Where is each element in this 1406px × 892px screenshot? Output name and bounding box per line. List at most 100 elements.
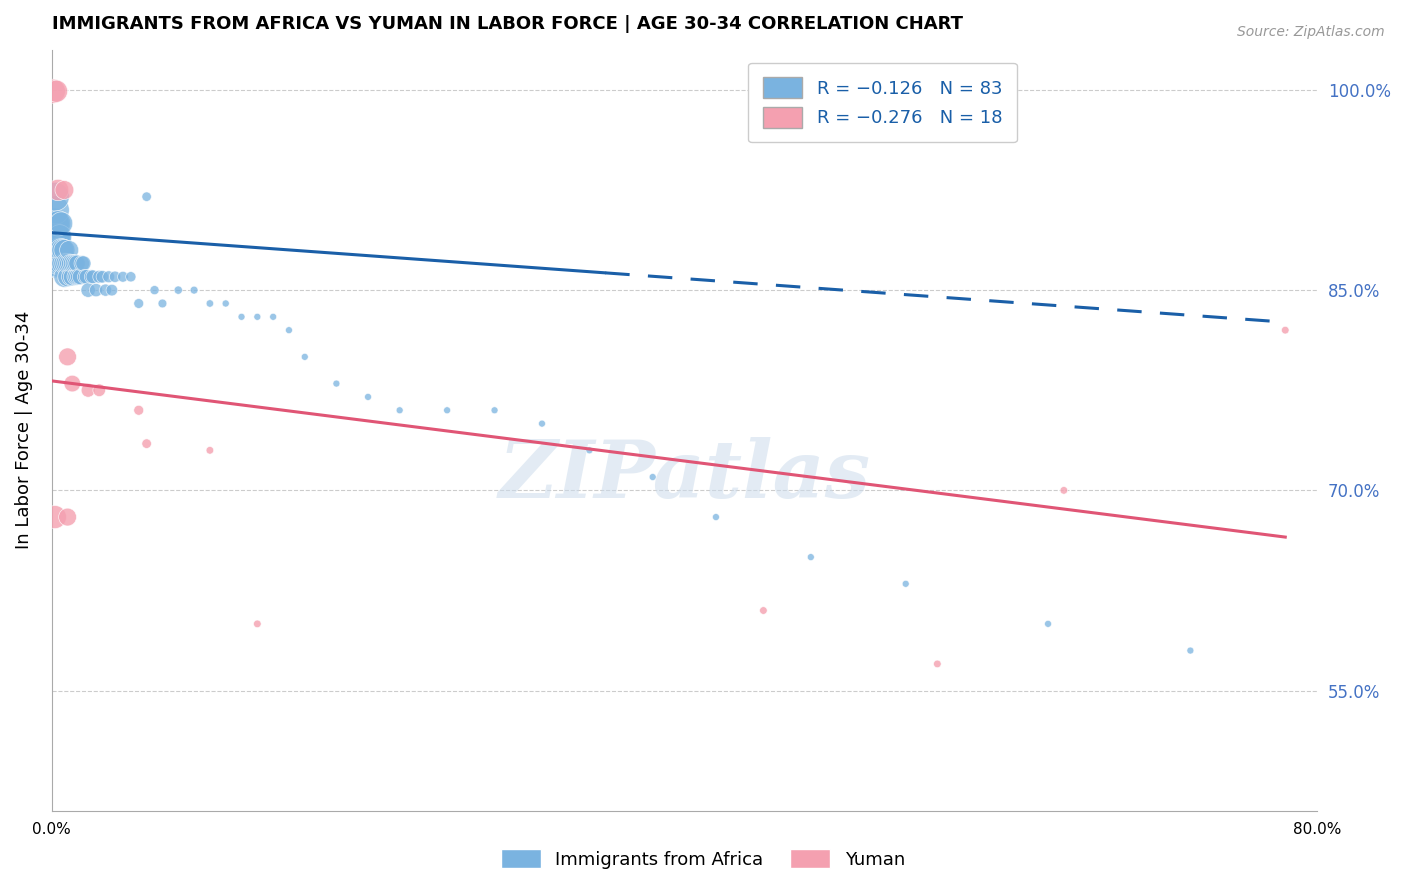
Point — [51, 216, 73, 230]
Point — [53, 256, 76, 270]
Point — [69, 269, 91, 284]
Point — [84, 283, 107, 297]
Point — [76, 269, 98, 284]
Point — [65, 269, 87, 284]
Point — [89, 269, 111, 284]
Point — [65, 256, 87, 270]
Point — [73, 269, 96, 284]
Point — [59, 256, 82, 270]
Point — [128, 296, 150, 310]
Legend: Immigrants from Africa, Yuman: Immigrants from Africa, Yuman — [494, 842, 912, 876]
Point — [1036, 616, 1059, 631]
Point — [215, 296, 238, 310]
Point — [101, 283, 124, 297]
Point — [56, 350, 79, 364]
Point — [59, 269, 82, 284]
Point — [58, 256, 80, 270]
Point — [45, 256, 67, 270]
Point — [56, 256, 79, 270]
Point — [325, 376, 347, 391]
Point — [80, 269, 103, 284]
Point — [231, 310, 253, 324]
Point — [63, 256, 86, 270]
Point — [246, 616, 269, 631]
Point — [1053, 483, 1076, 498]
Point — [97, 269, 120, 284]
Point — [94, 283, 117, 297]
Point — [128, 403, 150, 417]
Point — [72, 256, 94, 270]
Point — [927, 657, 949, 671]
Point — [198, 296, 221, 310]
Point — [51, 243, 73, 257]
Point — [800, 550, 823, 565]
Point — [578, 443, 600, 458]
Text: IMMIGRANTS FROM AFRICA VS YUMAN IN LABOR FORCE | AGE 30-34 CORRELATION CHART: IMMIGRANTS FROM AFRICA VS YUMAN IN LABOR… — [52, 15, 963, 33]
Point — [48, 229, 70, 244]
Point — [44, 243, 66, 257]
Point — [46, 216, 69, 230]
Point — [135, 436, 157, 450]
Point — [46, 243, 69, 257]
Point — [44, 510, 66, 524]
Point — [45, 243, 67, 257]
Point — [641, 470, 664, 484]
Point — [89, 383, 111, 397]
Point — [167, 283, 190, 297]
Point — [44, 202, 66, 217]
Y-axis label: In Labor Force | Age 30-34: In Labor Force | Age 30-34 — [15, 311, 32, 549]
Point — [58, 243, 80, 257]
Point — [56, 510, 79, 524]
Point — [484, 403, 506, 417]
Point — [120, 269, 142, 284]
Point — [52, 256, 75, 270]
Point — [55, 256, 77, 270]
Point — [357, 390, 380, 404]
Point — [44, 216, 66, 230]
Point — [56, 269, 79, 284]
Point — [60, 269, 83, 284]
Point — [45, 229, 67, 244]
Point — [77, 283, 100, 297]
Point — [143, 283, 166, 297]
Point — [46, 229, 69, 244]
Point — [1180, 643, 1202, 657]
Point — [44, 256, 66, 270]
Point — [436, 403, 458, 417]
Point — [530, 417, 553, 431]
Point — [246, 310, 269, 324]
Point — [66, 269, 89, 284]
Point — [48, 256, 70, 270]
Point — [198, 443, 221, 458]
Point — [278, 323, 301, 337]
Point — [60, 256, 83, 270]
Point — [894, 576, 917, 591]
Legend: R = −0.126   N = 83, R = −0.276   N = 18: R = −0.126 N = 83, R = −0.276 N = 18 — [748, 62, 1017, 143]
Point — [1274, 323, 1296, 337]
Point — [152, 296, 174, 310]
Point — [262, 310, 284, 324]
Point — [48, 243, 70, 257]
Point — [183, 283, 205, 297]
Point — [46, 183, 69, 197]
Point — [53, 243, 76, 257]
Point — [53, 269, 76, 284]
Point — [388, 403, 411, 417]
Point — [66, 256, 89, 270]
Point — [67, 269, 90, 284]
Point — [42, 216, 65, 230]
Point — [60, 376, 83, 391]
Point — [752, 603, 775, 617]
Point — [53, 183, 76, 197]
Text: Source: ZipAtlas.com: Source: ZipAtlas.com — [1237, 25, 1385, 39]
Point — [70, 256, 93, 270]
Point — [82, 269, 104, 284]
Point — [42, 84, 65, 98]
Point — [135, 189, 157, 203]
Point — [45, 84, 67, 98]
Point — [104, 269, 127, 284]
Point — [52, 243, 75, 257]
Point — [42, 243, 65, 257]
Point — [704, 510, 727, 524]
Text: ZIPatlas: ZIPatlas — [498, 437, 870, 515]
